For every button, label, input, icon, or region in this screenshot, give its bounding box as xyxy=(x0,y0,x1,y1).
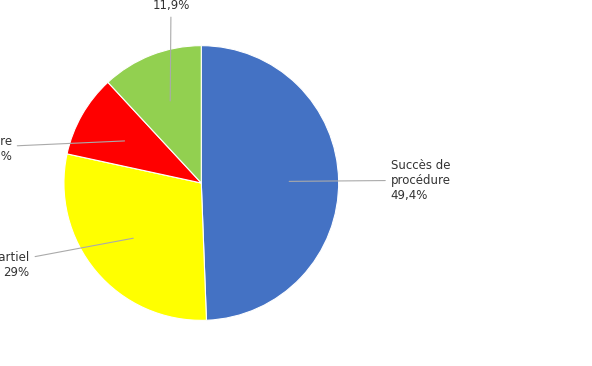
Wedge shape xyxy=(201,46,339,320)
Text: Succès de
procédure
49,4%: Succès de procédure 49,4% xyxy=(289,159,451,202)
Text: Aucun tir réalisé
11,9%: Aucun tir réalisé 11,9% xyxy=(123,0,220,101)
Text: Echec de procédure
9,7%: Echec de procédure 9,7% xyxy=(0,135,124,163)
Text: Succès partiel
29%: Succès partiel 29% xyxy=(0,238,133,279)
Wedge shape xyxy=(64,154,207,320)
Wedge shape xyxy=(108,46,201,183)
Wedge shape xyxy=(67,82,201,183)
